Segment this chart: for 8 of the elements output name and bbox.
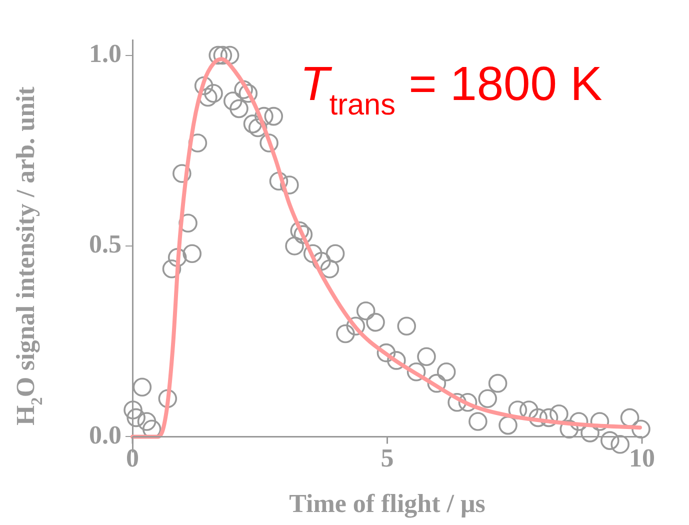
y-tick-label: 0.0 bbox=[89, 420, 122, 450]
y-axis-title: H2O signal intensity / arb. unit bbox=[11, 86, 46, 426]
x-tick-label: 10 bbox=[629, 443, 655, 472]
x-tick-label: 0 bbox=[126, 443, 139, 472]
y-tick-label: 0.5 bbox=[89, 230, 122, 259]
x-tick-label: 5 bbox=[380, 443, 394, 472]
x-axis-title: Time of flight / μs bbox=[289, 489, 486, 518]
y-tick-label: 1.0 bbox=[89, 38, 122, 68]
